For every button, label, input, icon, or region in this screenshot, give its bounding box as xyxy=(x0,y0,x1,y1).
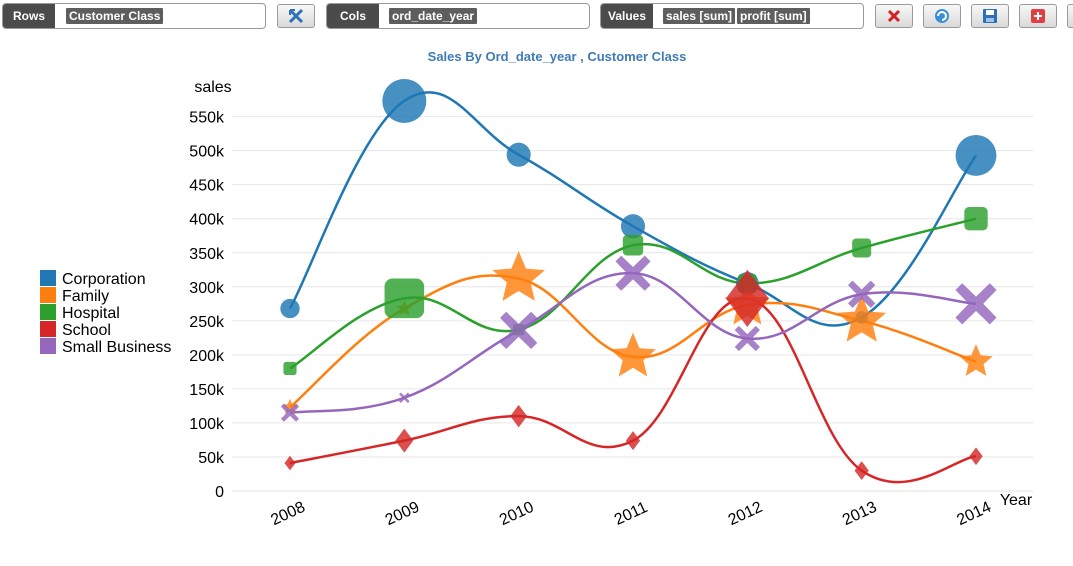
x-axis: 2008 2009 2010 2011 2012 2013 2014 xyxy=(268,499,994,529)
x-tick-label: 2013 xyxy=(840,499,880,529)
data-point-small-business-2013 xyxy=(848,280,876,308)
cols-chip-ord-date-year[interactable]: ord_date_year xyxy=(389,8,478,24)
y-axis-label: sales xyxy=(194,79,231,96)
save-icon xyxy=(983,9,997,23)
data-point-corporation-2014 xyxy=(955,134,997,176)
add-button[interactable] xyxy=(1019,4,1057,28)
data-point-corporation-2010 xyxy=(506,142,531,167)
y-tick-label: 500k xyxy=(189,144,225,161)
x-tick-label: 2012 xyxy=(726,499,766,529)
legend-swatch-family xyxy=(40,287,56,303)
legend-label-hospital: Hospital xyxy=(62,305,120,322)
series-line-school xyxy=(289,297,977,484)
swap-axes-icon xyxy=(288,8,304,24)
y-tick-label: 0 xyxy=(215,484,224,501)
data-point-small-business-2014 xyxy=(955,283,997,325)
data-point-family-2014 xyxy=(959,344,993,376)
y-tick-label: 450k xyxy=(189,178,225,195)
values-label: Values xyxy=(601,4,653,28)
x-axis-label: Year xyxy=(1000,492,1033,509)
more-button[interactable] xyxy=(1067,4,1073,28)
legend-label-corporation: Corporation xyxy=(62,271,146,288)
legend-label-school: School xyxy=(62,322,111,339)
rows-label: Rows xyxy=(3,4,55,28)
data-point-school-2011 xyxy=(625,431,641,451)
data-point-small-business-2012 xyxy=(734,325,760,352)
data-point-hospital-2011 xyxy=(622,235,644,256)
y-axis: 0 50k 100k 150k 200k 250k 300k 350k 400k 450k 500k… xyxy=(189,110,225,501)
y-tick-label: 400k xyxy=(189,212,225,229)
values-chip-profit-sum[interactable]: profit [sum] xyxy=(737,8,810,24)
data-point-hospital-2013 xyxy=(852,238,872,258)
data-point-school-2010 xyxy=(510,404,528,428)
swap-axes-button[interactable] xyxy=(277,4,315,28)
legend-swatch-school xyxy=(40,321,56,337)
data-point-corporation-2008 xyxy=(280,298,300,319)
data-point-school-2014 xyxy=(969,447,983,466)
sales-chart: Sales By Ord_date_year , Customer Class … xyxy=(40,49,1033,529)
values-chip-sales-sum[interactable]: sales [sum] xyxy=(663,8,736,24)
y-tick-label: 50k xyxy=(198,450,225,467)
legend-swatch-hospital xyxy=(40,304,56,320)
data-point-hospital-2009 xyxy=(384,278,425,319)
cols-label: Cols xyxy=(327,4,379,28)
legend-label-small-business: Small Business xyxy=(62,339,171,356)
values-drop-zone[interactable]: Values sales [sum] profit [sum] xyxy=(600,3,864,29)
y-tick-label: 550k xyxy=(189,110,225,127)
x-tick-label: 2008 xyxy=(268,499,308,529)
data-point-small-business-2008 xyxy=(280,403,300,422)
clear-icon xyxy=(887,9,901,23)
chart-title: Sales By Ord_date_year , Customer Class xyxy=(428,49,687,64)
data-point-small-business-2009 xyxy=(399,392,410,404)
rows-drop-zone[interactable]: Rows Customer Class xyxy=(2,3,266,29)
legend-swatch-small-business xyxy=(40,338,56,354)
data-point-hospital-2014 xyxy=(964,207,988,231)
refresh-button[interactable] xyxy=(923,4,961,28)
y-tick-label: 100k xyxy=(189,416,225,433)
x-tick-label: 2010 xyxy=(497,499,537,529)
data-point-family-2011 xyxy=(609,332,657,377)
legend-label-family: Family xyxy=(62,288,109,305)
data-point-corporation-2011 xyxy=(620,214,646,239)
add-icon xyxy=(1031,9,1045,23)
rows-chip-customer-class[interactable]: Customer Class xyxy=(66,8,164,24)
y-tick-label: 150k xyxy=(189,382,225,399)
save-button[interactable] xyxy=(971,4,1009,28)
data-point-small-business-2010 xyxy=(500,311,538,349)
data-point-hospital-2008 xyxy=(283,361,297,376)
y-tick-label: 250k xyxy=(189,314,225,331)
x-tick-label: 2011 xyxy=(612,499,650,529)
data-point-corporation-2009 xyxy=(382,78,427,123)
pivot-toolbar: Rows Customer Class Cols ord_date_year V… xyxy=(0,0,1073,34)
data-point-family-2010 xyxy=(492,251,545,301)
x-tick-label: 2009 xyxy=(383,499,423,529)
grid xyxy=(232,116,1033,458)
data-point-small-business-2011 xyxy=(615,255,651,291)
cols-drop-zone[interactable]: Cols ord_date_year xyxy=(326,3,590,29)
data-point-family-2013 xyxy=(837,295,887,342)
data-point-school-2008 xyxy=(284,455,296,471)
series-markers xyxy=(280,78,997,481)
data-point-school-2009 xyxy=(395,428,414,453)
y-tick-label: 350k xyxy=(189,246,225,263)
data-point-school-2012 xyxy=(725,269,769,327)
legend-swatch-corporation xyxy=(40,270,56,286)
clear-button[interactable] xyxy=(875,4,913,28)
data-point-school-2013 xyxy=(854,461,869,481)
y-tick-label: 300k xyxy=(189,280,225,297)
refresh-icon xyxy=(935,9,949,23)
y-tick-label: 200k xyxy=(189,348,225,365)
x-tick-label: 2014 xyxy=(954,499,994,529)
